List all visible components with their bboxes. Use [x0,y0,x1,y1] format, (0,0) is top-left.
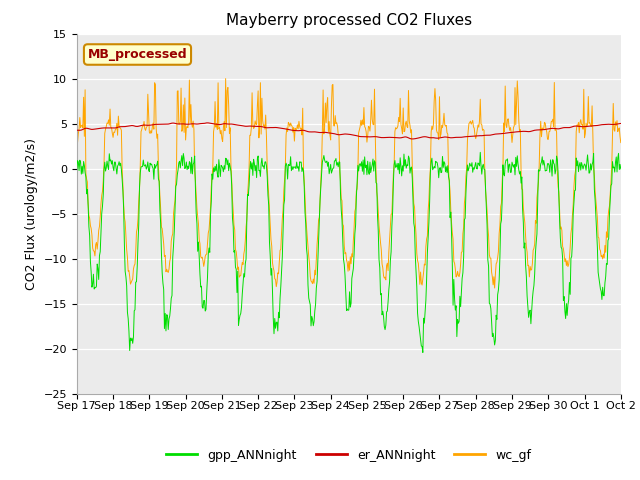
Text: MB_processed: MB_processed [88,48,188,61]
Title: Mayberry processed CO2 Fluxes: Mayberry processed CO2 Fluxes [226,13,472,28]
Y-axis label: CO2 Flux (urology/m2/s): CO2 Flux (urology/m2/s) [25,138,38,289]
Legend: gpp_ANNnight, er_ANNnight, wc_gf: gpp_ANNnight, er_ANNnight, wc_gf [161,444,536,467]
